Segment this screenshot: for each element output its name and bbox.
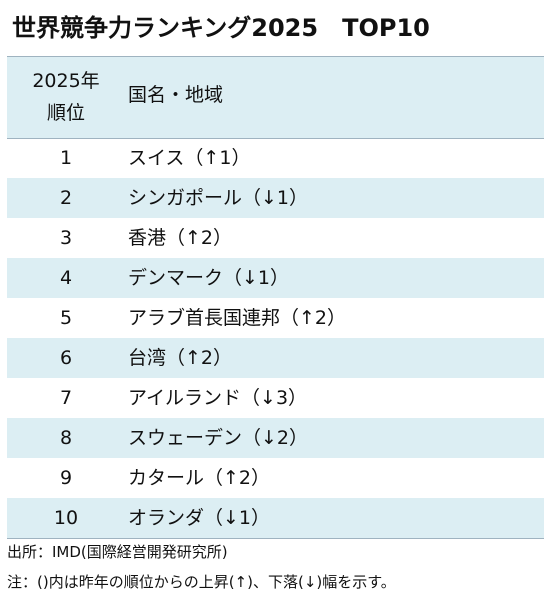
table-body: 1 スイス（↑1） 2 シンガポール（↓1） 3 香港（↑2） 4 デンマーク（…: [7, 138, 544, 538]
table-row: 9 カタール（↑2）: [7, 458, 544, 498]
rank-header-year: 2025年: [32, 70, 100, 92]
rank-cell: 5: [59, 307, 73, 329]
table-row: 5 アラブ首長国連邦（↑2）: [7, 298, 544, 338]
table-row: 6 台湾（↑2）: [7, 338, 544, 378]
rank-cell: 10: [53, 507, 79, 529]
rank-cell: 1: [59, 147, 73, 169]
source-note: 出所：IMD(国際経営開発研究所): [7, 543, 228, 561]
country-cell: 香港（↑2）: [128, 227, 233, 249]
rank-cell: 8: [59, 427, 73, 449]
table-row: 7 アイルランド（↓3）: [7, 378, 544, 418]
table-row: 1 スイス（↑1）: [7, 138, 544, 178]
table-row: 10 オランダ（↓1）: [7, 498, 544, 538]
rank-cell: 7: [59, 387, 73, 409]
rank-cell: 9: [59, 467, 73, 489]
rank-column-header: 2025年 順位: [7, 65, 125, 129]
table-header: 2025年 順位 国名・地域: [7, 57, 544, 139]
rank-header-label: 順位: [46, 102, 85, 124]
table-row: 8 スウェーデン（↓2）: [7, 418, 544, 458]
country-cell: アイルランド（↓3）: [128, 387, 308, 409]
footnote: 注：()内は昨年の順位からの上昇(↑)、下落(↓)幅を示す。: [7, 573, 396, 591]
rank-cell: 3: [59, 227, 73, 249]
country-cell: オランダ（↓1）: [128, 507, 271, 529]
rank-cell: 2: [59, 187, 73, 209]
country-cell: アラブ首長国連邦（↑2）: [128, 307, 347, 329]
table-row: 4 デンマーク（↓1）: [7, 258, 544, 298]
rank-cell: 4: [59, 267, 73, 289]
country-cell: スウェーデン（↓2）: [128, 427, 309, 449]
country-column-header: 国名・地域: [128, 84, 224, 106]
ranking-table: 2025年 順位 国名・地域 1 スイス（↑1） 2 シンガポール（↓1） 3 …: [7, 56, 544, 539]
country-cell: デンマーク（↓1）: [128, 267, 290, 289]
country-cell: シンガポール（↓1）: [128, 187, 309, 209]
country-cell: スイス（↑1）: [128, 147, 251, 169]
table-row: 3 香港（↑2）: [7, 218, 544, 258]
table-row: 2 シンガポール（↓1）: [7, 178, 544, 218]
rank-cell: 6: [59, 347, 73, 369]
country-cell: 台湾（↑2）: [128, 347, 233, 369]
page-title: 世界競争力ランキング2025 TOP10: [12, 14, 430, 42]
country-cell: カタール（↑2）: [128, 467, 271, 489]
